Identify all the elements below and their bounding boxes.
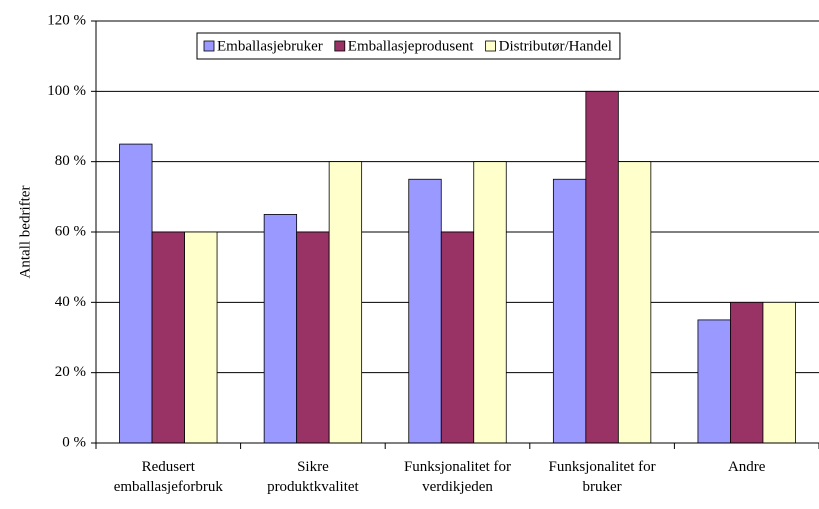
bar [730,301,764,444]
bar [119,143,153,444]
bar [408,178,442,444]
legend [196,32,621,60]
y-tick-label: 80 % [55,153,86,169]
x-tick-label: Andre [728,459,766,475]
x-tick-label: Funksjonalitet for verdikjeden [404,459,511,495]
y-tick-label: 40 % [55,294,86,310]
x-tick-label: Redusert emballasjeforbruk [114,459,224,495]
bar [296,231,330,444]
bar [697,319,731,444]
bar [585,90,619,444]
legend-swatch [485,40,497,52]
bar [263,214,298,444]
bar [617,161,652,444]
bar [328,161,363,444]
legend-label: Emballasjebruker [217,38,323,54]
y-axis-label: Antall bedrifter [17,186,33,279]
legend-swatch [203,40,215,52]
bar [552,178,587,444]
legend-label: Distributør/Handel [499,38,612,54]
legend-swatch [334,40,346,52]
bar [473,161,507,444]
bar [440,231,475,444]
x-tick-label: Sikre produktkvalitet [267,459,359,495]
legend-label: Emballasjeprodusent [348,38,475,54]
bar [184,231,218,444]
bar [762,301,796,444]
y-tick-label: 120 % [47,12,86,28]
x-tick-label: Funksjonalitet for bruker [549,459,656,495]
bar [151,231,185,444]
y-tick-label: 100 % [47,83,86,99]
y-tick-label: 60 % [55,223,86,239]
y-tick-label: 20 % [55,364,86,380]
y-tick-label: 0 % [62,434,86,450]
